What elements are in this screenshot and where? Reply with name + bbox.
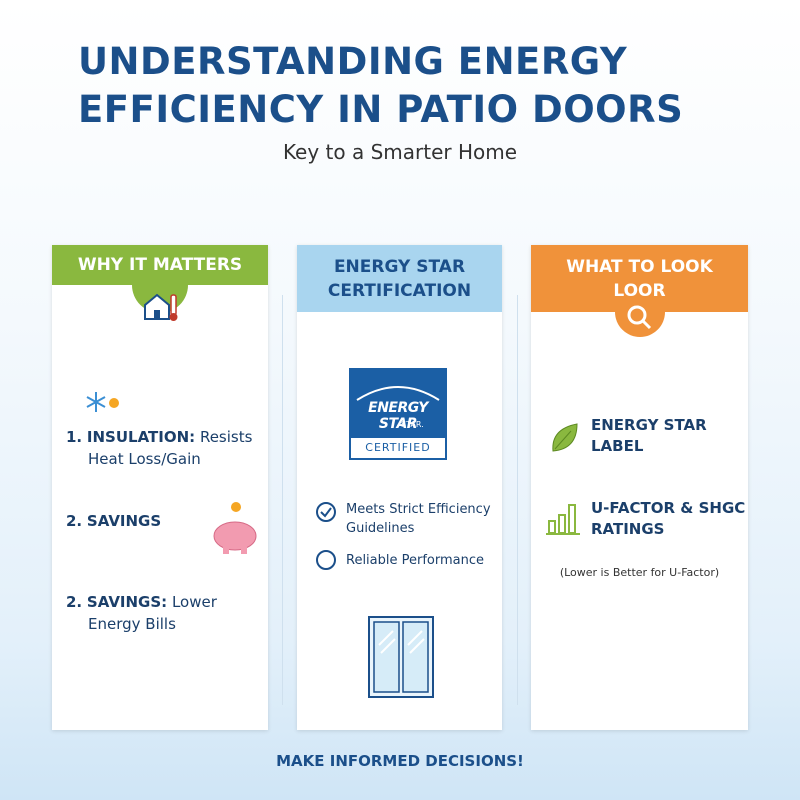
header-line: CERTIFICATION	[327, 280, 472, 301]
header-line: LOOR	[613, 280, 666, 301]
list-item: 2. SAVINGS	[66, 510, 161, 532]
bar-icon	[546, 504, 580, 535]
item-number: 1.	[66, 428, 83, 446]
title-line: EFFICIENCY IN PATIO DOORS	[78, 88, 684, 131]
divider	[282, 295, 283, 705]
piggy-icon	[213, 502, 257, 554]
card: WHAT TO LOOK LOOR ENERGY STAR LABEL U-FA…	[531, 245, 748, 730]
logo-brand: ENERGY STAR	[368, 400, 428, 432]
list-item: 1. INSULATION: Resists Heat Loss/Gain	[66, 426, 256, 470]
weather-icon	[86, 392, 119, 412]
card-header: WHAT TO LOOK LOOR	[531, 245, 748, 312]
look-item: U-FACTOR & SHGC RATINGS	[591, 499, 746, 538]
leaf-icon	[552, 423, 578, 452]
item-number: 2.	[66, 593, 83, 611]
check-item: Meets Strict Efficiency Guidelines	[346, 502, 491, 536]
logo-small: STAR.	[401, 420, 424, 429]
thermometer	[170, 294, 177, 316]
header-line: WHY IT MATTERS	[77, 255, 243, 275]
leg	[241, 546, 247, 554]
item-label: INSULATION:	[86, 428, 196, 446]
item-text: Resists Heat Loss/Gain	[88, 428, 253, 468]
door-icon	[368, 616, 434, 698]
snowflake	[86, 392, 106, 412]
title-line: UNDERSTANDING ENERGY	[78, 40, 628, 83]
logo-arc	[356, 386, 440, 401]
card-header: WHY IT MATTERS	[52, 245, 268, 285]
thermometer-bulb	[169, 313, 178, 321]
item-text: Lower Energy Bills	[88, 593, 217, 633]
item-label: SAVINGS:	[86, 593, 168, 611]
piggy	[213, 521, 257, 551]
logo-badge: CERTIFIED	[351, 438, 445, 458]
card: ENERGY STAR CERTIFICATION ENERGY STAR ST…	[297, 245, 502, 730]
check-item: Reliable Performance	[346, 553, 485, 568]
check-icon	[316, 502, 336, 522]
leg	[223, 546, 229, 554]
divider	[517, 295, 518, 705]
door	[154, 310, 160, 319]
header-line: WHAT TO LOOK	[566, 256, 713, 277]
search-icon	[615, 305, 665, 337]
header-line: ENERGY STAR	[333, 256, 466, 277]
title: UNDERSTANDING ENERGY EFFICIENCY IN PATIO…	[78, 38, 683, 134]
card-header: ENERGY STAR CERTIFICATION	[297, 245, 502, 312]
house	[144, 293, 170, 320]
energy-star-logo: ENERGY STAR STAR. CERTIFIED	[349, 368, 447, 460]
subtitle: Key to a Smarter Home	[282, 140, 518, 164]
circle-icon	[316, 550, 336, 570]
footer: MAKE INFORMED DECISIONS!	[276, 752, 524, 770]
item-label: SAVINGS	[86, 512, 162, 530]
note: (Lower is Better for U-Factor)	[559, 566, 720, 579]
card: WHY IT MATTERS 1. INSULATION: Resists He…	[52, 245, 268, 730]
item-number: 2.	[66, 512, 83, 530]
sun	[231, 502, 241, 512]
house-icon	[132, 285, 188, 321]
sun	[109, 398, 119, 408]
list-item: 2. SAVINGS: Lower Energy Bills	[66, 591, 256, 635]
look-item: ENERGY STAR LABEL	[591, 416, 707, 455]
